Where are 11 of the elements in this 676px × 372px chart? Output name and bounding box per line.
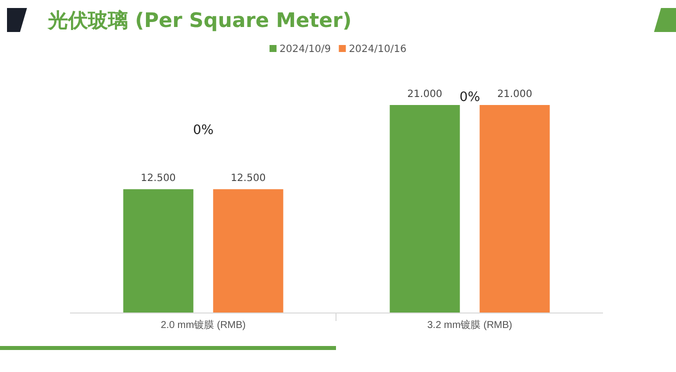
legend-label: 2024/10/9 <box>280 44 331 55</box>
annotation: 0% <box>192 123 214 138</box>
x-tick-label: 3.2 mm镀膜 (RMB) <box>427 319 512 331</box>
annotation: 0% <box>459 90 480 105</box>
legend-label: 2024/10/16 <box>348 44 406 55</box>
x-tick-label: 2.0 mm镀膜 (RMB) <box>160 319 246 331</box>
data-label: 21.000 <box>407 89 442 100</box>
chart-title: 光伏玻璃 (Per Square Meter) <box>47 8 352 32</box>
data-label: 12.500 <box>230 173 266 184</box>
data-label: 12.500 <box>140 173 176 184</box>
data-label: 21.000 <box>497 89 532 100</box>
